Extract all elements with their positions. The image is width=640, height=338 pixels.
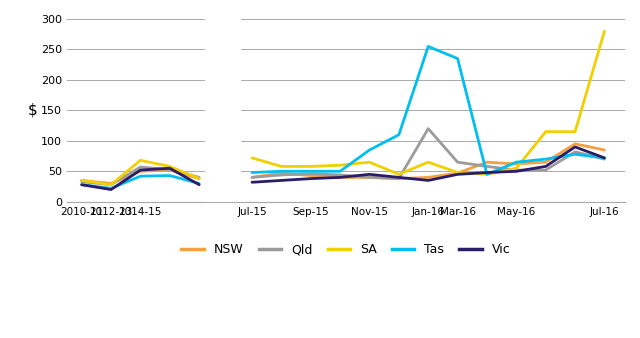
SA bbox=[248, 156, 256, 160]
Qld bbox=[513, 168, 520, 172]
Vic bbox=[600, 156, 608, 160]
Qld bbox=[572, 150, 579, 154]
Qld bbox=[542, 168, 550, 172]
Qld bbox=[483, 164, 491, 168]
NSW bbox=[365, 175, 373, 179]
Line: NSW: NSW bbox=[252, 144, 604, 178]
Vic bbox=[395, 175, 403, 179]
Qld bbox=[424, 127, 432, 131]
NSW bbox=[424, 175, 432, 179]
Line: Tas: Tas bbox=[252, 46, 604, 174]
Tas bbox=[248, 170, 256, 174]
Qld bbox=[278, 173, 285, 177]
Tas bbox=[454, 56, 461, 61]
Tas bbox=[307, 169, 315, 173]
Qld bbox=[365, 175, 373, 179]
Vic bbox=[365, 172, 373, 176]
NSW bbox=[278, 171, 285, 175]
NSW bbox=[248, 175, 256, 179]
Tas bbox=[513, 160, 520, 164]
Tas bbox=[572, 152, 579, 156]
SA bbox=[600, 29, 608, 33]
Legend: NSW, Qld, SA, Tas, Vic: NSW, Qld, SA, Tas, Vic bbox=[177, 238, 515, 261]
Vic bbox=[424, 178, 432, 183]
SA bbox=[424, 160, 432, 164]
SA bbox=[572, 130, 579, 134]
NSW bbox=[572, 142, 579, 146]
Line: SA: SA bbox=[252, 31, 604, 174]
Tas bbox=[365, 148, 373, 152]
NSW bbox=[454, 171, 461, 175]
Bar bbox=[205, 19, 240, 202]
Tas bbox=[483, 172, 491, 176]
Qld bbox=[307, 172, 315, 176]
NSW bbox=[336, 175, 344, 179]
Tas bbox=[424, 44, 432, 48]
SA bbox=[483, 172, 491, 176]
SA bbox=[307, 164, 315, 168]
NSW bbox=[395, 176, 403, 180]
Tas bbox=[278, 169, 285, 173]
SA bbox=[336, 163, 344, 167]
Vic bbox=[307, 176, 315, 180]
SA bbox=[278, 164, 285, 168]
Vic bbox=[513, 169, 520, 173]
Qld bbox=[248, 175, 256, 179]
Qld bbox=[600, 157, 608, 161]
Vic bbox=[336, 175, 344, 179]
SA bbox=[513, 166, 520, 170]
Tas bbox=[600, 156, 608, 160]
Vic bbox=[248, 180, 256, 184]
Vic bbox=[278, 178, 285, 183]
Line: Vic: Vic bbox=[252, 147, 604, 182]
Vic bbox=[483, 170, 491, 174]
Tas bbox=[336, 169, 344, 173]
SA bbox=[395, 172, 403, 176]
NSW bbox=[542, 160, 550, 164]
NSW bbox=[307, 173, 315, 177]
SA bbox=[454, 170, 461, 174]
SA bbox=[542, 130, 550, 134]
Qld bbox=[454, 160, 461, 164]
Y-axis label: $: $ bbox=[28, 103, 38, 118]
SA bbox=[365, 160, 373, 164]
Vic bbox=[542, 164, 550, 168]
Qld bbox=[336, 173, 344, 177]
NSW bbox=[513, 162, 520, 166]
Tas bbox=[542, 157, 550, 161]
Tas bbox=[395, 133, 403, 137]
Vic bbox=[454, 172, 461, 176]
NSW bbox=[483, 160, 491, 164]
Vic bbox=[572, 145, 579, 149]
NSW bbox=[600, 148, 608, 152]
Qld bbox=[395, 176, 403, 180]
Line: Qld: Qld bbox=[252, 129, 604, 178]
